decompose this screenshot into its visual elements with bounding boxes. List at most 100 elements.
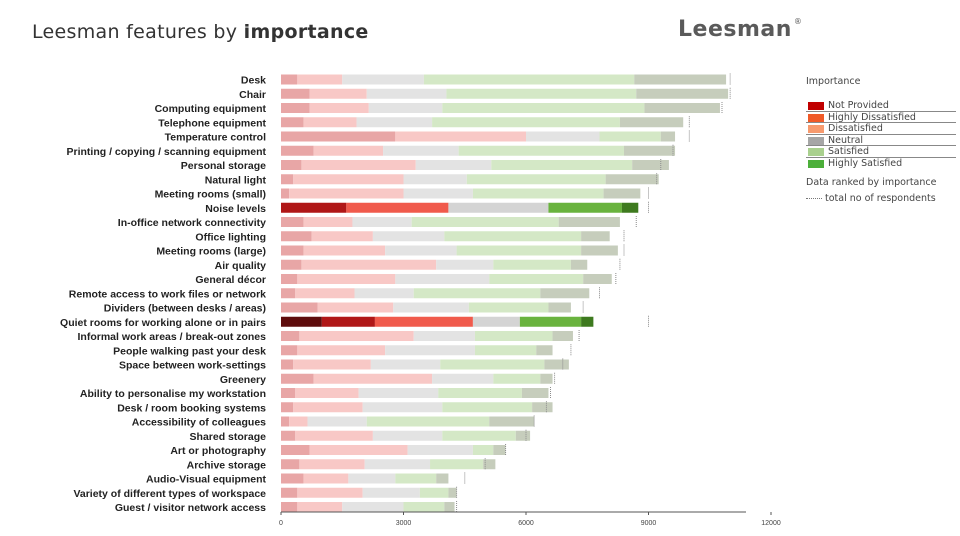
bar-segment: [419, 487, 449, 498]
bar-segment: [385, 245, 457, 256]
bar-segment: [281, 274, 298, 284]
bar-segment: [281, 288, 296, 299]
bar-segment: [356, 117, 433, 128]
bar-segment: [581, 316, 594, 327]
legend-swatch: [808, 125, 824, 133]
bar-segment: [403, 502, 445, 512]
category-label: Noise levels: [205, 203, 266, 215]
bar-segment: [352, 217, 412, 227]
bar-segment: [448, 487, 457, 498]
bar-segment: [281, 259, 302, 270]
bar-segment: [281, 459, 300, 470]
category-label: Archive storage: [187, 459, 267, 471]
bar-segment: [621, 202, 639, 213]
bar-segment: [583, 274, 612, 284]
title-bold: importance: [243, 21, 369, 43]
bar-segment: [281, 188, 290, 199]
bar-segment: [632, 160, 669, 170]
bar-segment: [540, 288, 590, 299]
title-prefix: Leesman features by: [32, 21, 244, 43]
bar-segment: [442, 430, 516, 441]
bar-segment: [581, 231, 610, 242]
bar-segment: [472, 445, 494, 455]
legend-swatch: [808, 113, 824, 122]
bar-segment: [519, 316, 582, 327]
category-label: Informal work areas / break-out zones: [78, 331, 267, 343]
legend-swatch: [808, 148, 824, 156]
category-label: Natural light: [205, 174, 267, 186]
category-label: Desk / room booking systems: [117, 402, 266, 414]
bar-segment: [489, 274, 584, 284]
bar-segment: [536, 345, 553, 356]
respondents-label: total no of respondents: [825, 193, 936, 204]
category-label: Dividers (between desks / areas): [104, 303, 266, 315]
bar-segment: [342, 502, 404, 512]
bar-segment: [295, 430, 373, 441]
bar-segment: [321, 316, 375, 327]
bar-segment: [558, 217, 620, 227]
category-label: Meeting rooms (large): [156, 246, 266, 258]
legend-label: Highly Satisfied: [828, 157, 903, 169]
bar-segment: [438, 388, 522, 398]
legend-note: Data ranked by importance: [806, 177, 937, 188]
bar-segment: [289, 416, 308, 427]
bar-segment: [403, 188, 473, 199]
bar-segment: [411, 217, 559, 227]
bar-segment: [444, 231, 582, 242]
bar-segment: [636, 88, 729, 99]
bar-segment: [491, 160, 633, 170]
registered-mark: ®: [793, 17, 803, 26]
legend-item-highly-satisfied: Highly Satisfied: [806, 158, 956, 170]
bar-segment: [281, 245, 304, 256]
bar-segment: [281, 316, 322, 327]
category-label: Art or photography: [170, 445, 266, 457]
bar-segment: [403, 174, 467, 185]
x-tick-label: 6000: [518, 520, 534, 527]
bar-segment: [281, 131, 396, 142]
bar-segment: [317, 302, 394, 313]
bar-segment: [281, 117, 304, 128]
category-label: Space between work-settings: [119, 360, 266, 372]
category-label: Air quality: [215, 260, 267, 272]
bar-segment: [313, 145, 384, 156]
legend-item-satisfied: Satisfied: [806, 146, 956, 158]
bar-segment: [309, 445, 408, 455]
bar-segment: [281, 103, 310, 113]
bar-segment: [407, 445, 473, 455]
bar-segment: [395, 473, 437, 484]
category-label: Computing equipment: [155, 103, 267, 115]
category-label: Telephone equipment: [158, 117, 266, 129]
bar-segment: [297, 274, 396, 284]
category-label: Chair: [239, 89, 266, 101]
legend: Importance Not Provided Highly Dissatisf…: [806, 76, 956, 204]
bar-segment: [493, 445, 506, 455]
bar-segment: [493, 259, 571, 270]
bar-segment: [436, 473, 449, 484]
bar-segment: [440, 359, 545, 370]
bar-segment: [432, 117, 620, 128]
bar-segment: [634, 74, 727, 85]
bar-segment: [468, 302, 549, 313]
legend-item-dissatisfied: Dissatisfied: [806, 123, 956, 135]
category-label: Personal storage: [181, 160, 266, 172]
bar-segment: [281, 345, 298, 356]
bar-segment: [526, 131, 600, 142]
bar-segment: [466, 174, 606, 185]
bar-segment: [474, 345, 537, 356]
chart-title: Leesman features by importance: [32, 21, 369, 43]
bar-segment: [493, 373, 541, 384]
category-label: Temperature control: [165, 132, 266, 144]
category-label: Guest / visitor network access: [115, 502, 266, 514]
bar-segment: [544, 359, 569, 370]
bar-segment: [436, 259, 494, 270]
bar-segment: [303, 473, 349, 484]
bar-segment: [548, 202, 622, 213]
bar-segment: [301, 160, 416, 170]
bar-segment: [281, 231, 312, 242]
bar-segment: [281, 445, 310, 455]
bar-segment: [281, 160, 302, 170]
category-label: Quiet rooms for working alone or in pair…: [60, 317, 266, 329]
bar-segment: [293, 174, 404, 185]
category-label: General décor: [195, 274, 266, 286]
category-label: Greenery: [220, 374, 266, 386]
